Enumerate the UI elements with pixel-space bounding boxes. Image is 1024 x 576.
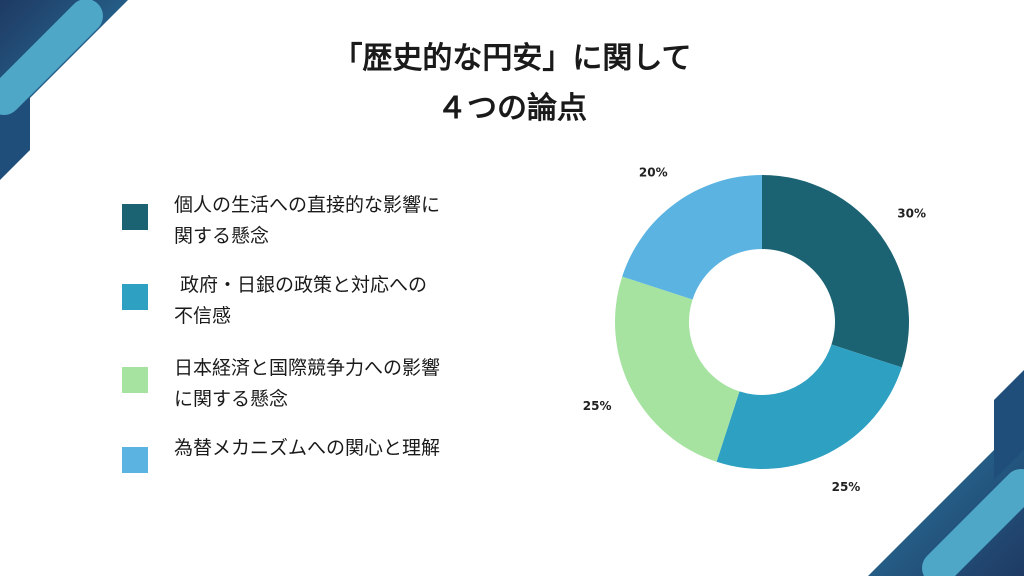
slice-value-label: 25%	[832, 480, 861, 494]
legend-label: 日本経済と国際競争力への影響 に関する懸念	[174, 357, 441, 410]
legend-swatch	[122, 204, 148, 230]
legend-item: 日本経済と国際競争力への影響 に関する懸念	[122, 353, 519, 415]
donut-slice	[622, 175, 762, 300]
slice-value-label: 30%	[897, 206, 926, 220]
slice-value-label: 20%	[639, 165, 668, 179]
top-left-decoration	[0, 0, 128, 180]
legend-swatch	[122, 447, 148, 473]
bottom-right-decoration	[868, 370, 1024, 576]
legend-swatch	[122, 284, 148, 310]
page-title: 「歴史的な円安」に関して ４つの論点	[0, 34, 1024, 134]
legend-item: 為替メカニズムへの関心と理解	[122, 433, 519, 473]
legend-label: 政府・日銀の政策と対応への 不信感	[174, 274, 428, 327]
legend-swatch	[122, 367, 148, 393]
title-line-2: ４つの論点	[437, 91, 587, 126]
title-line-1: 「歴史的な円安」に関して	[332, 41, 692, 76]
slice-value-label: 25%	[583, 399, 612, 413]
donut-slice	[615, 276, 740, 462]
donut-slice	[716, 344, 902, 469]
legend-item: 個人の生活への直接的な影響に 関する懸念	[122, 190, 519, 252]
legend-label: 為替メカニズムへの関心と理解	[174, 437, 441, 459]
donut-slice	[762, 175, 909, 368]
legend-item: 政府・日銀の政策と対応への 不信感	[122, 270, 519, 332]
legend-label: 個人の生活への直接的な影響に 関する懸念	[174, 194, 441, 247]
